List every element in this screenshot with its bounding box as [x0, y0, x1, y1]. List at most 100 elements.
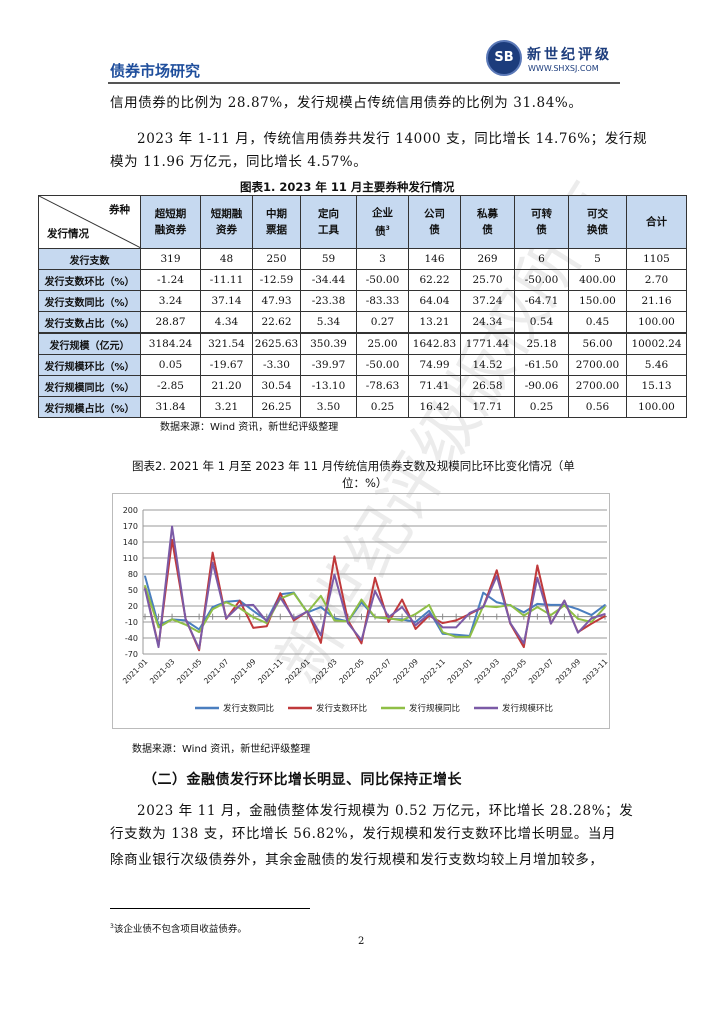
x-tick-label: 2023-09 — [554, 657, 583, 686]
x-tick-label: 2021-07 — [202, 657, 231, 686]
data-point — [563, 604, 566, 607]
x-tick-label: 2023-01 — [446, 657, 475, 686]
table-cell: -23.38 — [300, 290, 357, 312]
table-cell: 2700.00 — [568, 375, 627, 397]
table-cell: 0.27 — [356, 311, 409, 334]
y-tick-label: -10 — [125, 618, 138, 627]
legend-label: 发行规模同比 — [409, 703, 460, 714]
table-cell: 250 — [252, 248, 301, 270]
data-point — [441, 622, 444, 624]
data-point — [428, 604, 430, 606]
data-point — [184, 623, 187, 626]
data-point — [523, 614, 525, 617]
x-tick-label: 2023-11 — [581, 657, 610, 686]
data-point — [198, 631, 200, 633]
table-cell: 37.14 — [200, 290, 253, 312]
table-cell: 14.52 — [460, 354, 515, 376]
data-point — [306, 610, 309, 613]
data-point — [577, 631, 579, 634]
table-cell: -50.00 — [514, 269, 569, 291]
table-cell: -39.97 — [300, 354, 357, 376]
footnote-text: 该企业债不包含项目收益债券。 — [113, 924, 247, 935]
diagonal-line — [39, 196, 141, 248]
column-header-line: 资券 — [216, 224, 237, 236]
corner-top-label: 券种 — [109, 204, 130, 216]
data-point — [211, 608, 214, 610]
table-cell: 319 — [140, 248, 201, 270]
legend-label: 发行规模环比 — [502, 703, 553, 714]
column-header: 可转债 — [514, 195, 569, 249]
footnote-mark: 3 — [385, 224, 390, 232]
corner-bottom-label: 发行情况 — [47, 228, 89, 240]
column-header-line: 债 — [375, 225, 386, 238]
column-header-line: 融资券 — [154, 224, 187, 236]
data-point — [144, 584, 146, 587]
table-cell: -3.30 — [252, 354, 301, 376]
table-cell: 25.70 — [460, 269, 515, 291]
data-point — [414, 613, 417, 615]
data-point — [333, 619, 336, 622]
table-cell: 4.34 — [200, 311, 253, 334]
column-header: 可交 换债 — [568, 195, 627, 249]
data-point — [590, 614, 593, 616]
data-point — [563, 599, 566, 602]
row-label: 发行支数同比（%） — [38, 290, 141, 312]
y-tick-label: 170 — [123, 522, 138, 531]
column-header: 中期 票据 — [252, 195, 301, 249]
table-cell: 1771.44 — [460, 332, 515, 355]
data-point — [590, 617, 593, 620]
data-point — [320, 642, 322, 644]
data-point — [198, 649, 200, 652]
table-cell: 5.46 — [626, 354, 687, 376]
data-point — [495, 601, 498, 604]
data-point — [577, 618, 579, 620]
header-title: 债券市场研究 — [110, 62, 201, 80]
table-cell: 2700.00 — [568, 354, 627, 376]
table-cell: 100.00 — [626, 311, 687, 334]
table-cell: 2625.63 — [252, 332, 301, 355]
data-point — [144, 575, 146, 577]
data-point — [536, 576, 539, 579]
y-tick-label: 140 — [123, 538, 138, 547]
issuance-table: 券种 发行情况 超短期 融资券 短期融 资券 中期 票据 定向 工具 企业 债3 公司债私募债可转债… — [38, 195, 687, 418]
data-point — [293, 592, 295, 594]
column-header-line: 合计 — [646, 216, 667, 228]
data-point — [387, 621, 390, 623]
table-cell: 16.42 — [408, 396, 461, 418]
data-point — [523, 642, 525, 645]
data-point — [441, 626, 444, 629]
data-point — [238, 607, 241, 609]
table-cell: -12.59 — [252, 269, 301, 291]
column-header-line: 债 — [536, 224, 547, 236]
row-label: 发行规模（亿元） — [38, 332, 141, 355]
data-point — [455, 634, 457, 636]
footnote-mark: 3 — [110, 922, 114, 930]
table-cell: 17.71 — [460, 396, 515, 418]
table-cell: 26.25 — [252, 396, 301, 418]
table-cell: 48 — [200, 248, 253, 270]
data-point — [401, 619, 403, 622]
table-cell: 400.00 — [568, 269, 627, 291]
table-cell: -1.24 — [140, 269, 201, 291]
column-header: 合计 — [626, 195, 687, 249]
data-point — [441, 631, 444, 633]
y-tick-label: 20 — [128, 602, 138, 611]
table-cell: 321.54 — [200, 332, 253, 355]
column-header: 超短期 融资券 — [140, 195, 201, 249]
data-point — [225, 601, 227, 604]
row-label: 发行规模同比（%） — [38, 375, 141, 397]
table-cell: 59 — [300, 248, 357, 270]
table-cell: 0.25 — [514, 396, 569, 418]
page-number: 2 — [358, 936, 365, 947]
table-cell: 74.99 — [408, 354, 461, 376]
table-cell: 21.20 — [200, 375, 253, 397]
y-tick-label: -70 — [125, 650, 138, 659]
table-cell: 1642.83 — [408, 332, 461, 355]
data-point — [604, 604, 606, 606]
data-point — [265, 625, 268, 628]
row-label: 发行规模占比（%） — [38, 396, 141, 418]
data-point — [509, 622, 512, 624]
row-label: 发行规模环比（%） — [38, 354, 141, 376]
table-cell: 13.21 — [408, 311, 461, 334]
data-point — [171, 539, 173, 541]
